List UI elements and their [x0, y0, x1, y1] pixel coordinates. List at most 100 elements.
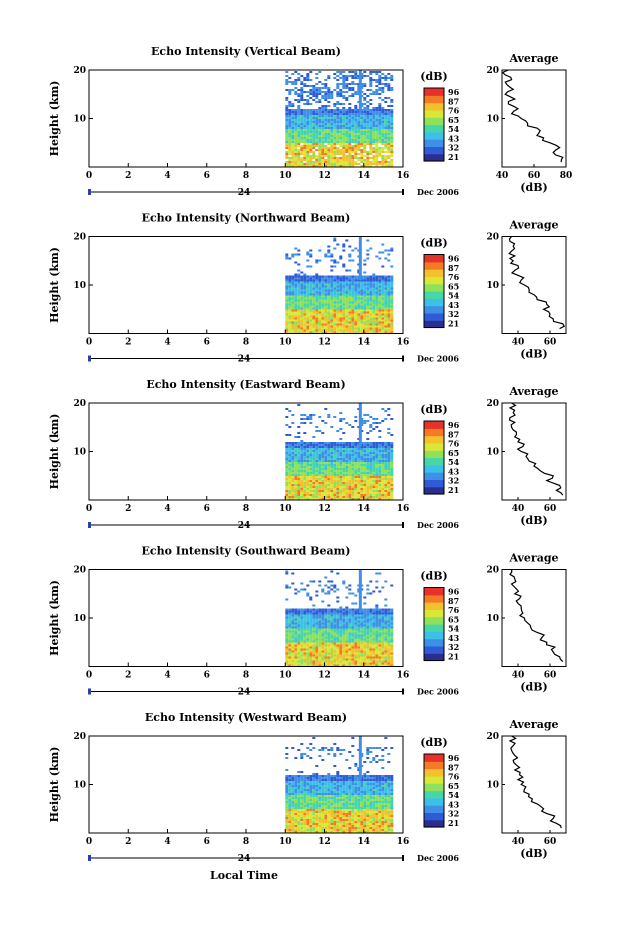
heatmap-cell [285, 295, 289, 298]
heatmap-cell [384, 85, 388, 87]
heatmap-cell [387, 283, 391, 286]
heatmap-cell [345, 159, 349, 161]
heatmap-cell [309, 325, 313, 328]
heatmap-cell [333, 644, 337, 647]
heatmap-cell [291, 572, 295, 575]
heatmap-cell [366, 414, 370, 416]
heatmap-cell [336, 125, 340, 127]
heatmap-cell [372, 307, 376, 310]
heatmap-cell [312, 456, 316, 458]
heatmap-cell [384, 626, 388, 629]
heatmap-cell [351, 494, 355, 496]
heatmap-cell [345, 646, 349, 649]
heatmap-cell [354, 111, 358, 113]
heatmap-cell [288, 646, 292, 649]
heatmap-cell [369, 331, 373, 334]
heatmap-cell [336, 147, 340, 149]
heatmap-cell [357, 626, 361, 629]
heatmap-cell [288, 135, 292, 137]
heatmap-cell [339, 257, 343, 260]
heatmap-cell [342, 135, 346, 137]
heatmap-cell [339, 464, 343, 466]
heatmap-cell [363, 614, 367, 617]
heatmap-cell [309, 480, 313, 482]
heatmap-cell [315, 293, 319, 296]
heatmap-cell [342, 464, 346, 466]
heatmap-cell [285, 123, 289, 125]
heatmap-cell [366, 101, 370, 103]
heatmap-cell [366, 157, 370, 159]
heatmap-cell [375, 287, 379, 290]
heatmap-cell [372, 71, 376, 73]
heatmap-cell [330, 472, 334, 474]
heatmap-cell [324, 121, 328, 123]
heatmap-cell [336, 498, 340, 500]
heatmap-cell [369, 111, 373, 113]
heatmap-cell [336, 305, 340, 308]
heatmap-cell [285, 327, 289, 330]
heatmap-cell [288, 89, 292, 91]
heatmap-cell [351, 331, 355, 334]
heatmap-cell [381, 642, 385, 645]
heatmap-cell [318, 498, 322, 500]
heatmap-cell [348, 588, 352, 591]
heatmap-cell [366, 123, 370, 125]
heatmap-cell [318, 131, 322, 133]
heatmap-cell [339, 648, 343, 651]
heatmap-cell [288, 446, 292, 448]
heatmap-cell [369, 283, 373, 286]
heatmap-cell [345, 456, 349, 458]
heatmap-cell [390, 127, 394, 129]
heatmap-cell [351, 662, 355, 665]
heatmap-cell [309, 309, 313, 312]
heatmap-cell [357, 652, 361, 655]
heatmap-cell [336, 75, 340, 77]
heatmap-cell [318, 616, 322, 619]
heatmap-cell [333, 73, 337, 75]
heatmap-cell [294, 275, 298, 278]
heatmap-cell [321, 127, 325, 129]
heatmap-cell [294, 99, 298, 101]
heatmap-cell [339, 622, 343, 625]
heatmap-cell [312, 448, 316, 450]
heatmap-cell [312, 289, 316, 292]
heatmap-cell [285, 416, 289, 418]
heatmap-cell [291, 123, 295, 125]
heatmap-cell [288, 458, 292, 460]
heatmap-cell [297, 486, 301, 488]
heatmap-cell [294, 648, 298, 651]
heatmap-cell [363, 468, 367, 470]
heatmap-cell [345, 622, 349, 625]
heatmap-cell [297, 129, 301, 131]
heatmap-cell [357, 113, 361, 115]
heatmap-cell [390, 462, 394, 464]
heatmap-cell [339, 315, 343, 318]
heatmap-cell [363, 327, 367, 330]
heatmap-cell [324, 87, 328, 89]
heatmap-cell [315, 149, 319, 151]
heatmap-cell [357, 301, 361, 304]
heatmap-cell [312, 604, 316, 607]
heatmap-cell [360, 289, 364, 292]
heatmap-cell [324, 115, 328, 117]
heatmap-cell [294, 253, 298, 256]
heatmap-cell [294, 652, 298, 655]
heatmap-cell [291, 460, 295, 462]
heatmap-cell [345, 309, 349, 312]
heatmap-cell [336, 478, 340, 480]
heatmap-cell [357, 293, 361, 296]
heatmap-cell [354, 321, 358, 324]
heatmap-cell [363, 293, 367, 296]
heatmap-cell [360, 464, 364, 466]
heatmap-cell [384, 151, 388, 153]
heatmap-cell [330, 157, 334, 159]
heatmap-cell [342, 612, 346, 615]
heatmap-cell [303, 630, 307, 633]
heatmap-cell [384, 319, 388, 322]
heatmap-cell [339, 143, 343, 145]
heatmap-cell [387, 309, 391, 312]
heatmap-cell [327, 157, 331, 159]
heatmap-cell [357, 315, 361, 318]
heatmap-cell [303, 325, 307, 328]
heatmap-cell [297, 93, 301, 95]
